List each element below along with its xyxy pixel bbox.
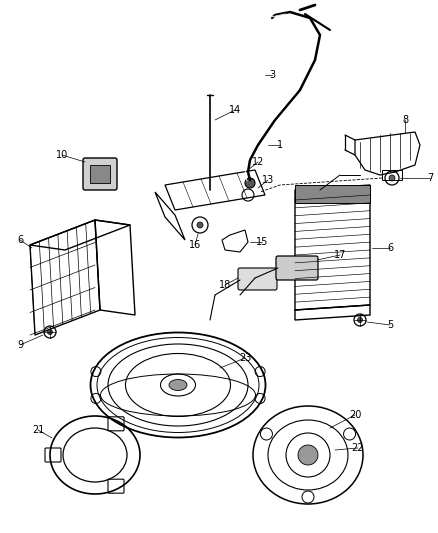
Text: 22: 22: [352, 443, 364, 453]
Text: 7: 7: [427, 173, 433, 183]
Text: 13: 13: [262, 175, 274, 185]
Text: 20: 20: [349, 410, 361, 420]
Text: 17: 17: [334, 250, 346, 260]
Ellipse shape: [169, 379, 187, 391]
Text: 5: 5: [387, 320, 393, 330]
Text: 12: 12: [252, 157, 264, 167]
Text: 8: 8: [402, 115, 408, 125]
Text: 21: 21: [32, 425, 44, 435]
Bar: [382, 170, 402, 180]
Text: 6: 6: [387, 243, 393, 253]
Circle shape: [197, 222, 203, 228]
Text: 18: 18: [219, 280, 231, 290]
Bar: [295, 185, 370, 203]
Text: 14: 14: [229, 105, 241, 115]
Circle shape: [357, 318, 363, 322]
Text: 9: 9: [17, 340, 23, 350]
Text: 23: 23: [239, 353, 251, 363]
Circle shape: [47, 329, 53, 335]
Text: 1: 1: [277, 140, 283, 150]
Circle shape: [298, 445, 318, 465]
Circle shape: [389, 175, 395, 181]
Text: 6: 6: [17, 235, 23, 245]
Text: 3: 3: [269, 70, 275, 80]
Text: 10: 10: [56, 150, 68, 160]
Circle shape: [245, 178, 255, 188]
Text: 16: 16: [189, 240, 201, 250]
FancyBboxPatch shape: [238, 268, 277, 290]
Bar: [90, 165, 110, 183]
Text: 15: 15: [256, 237, 268, 247]
FancyBboxPatch shape: [83, 158, 117, 190]
FancyBboxPatch shape: [276, 256, 318, 280]
